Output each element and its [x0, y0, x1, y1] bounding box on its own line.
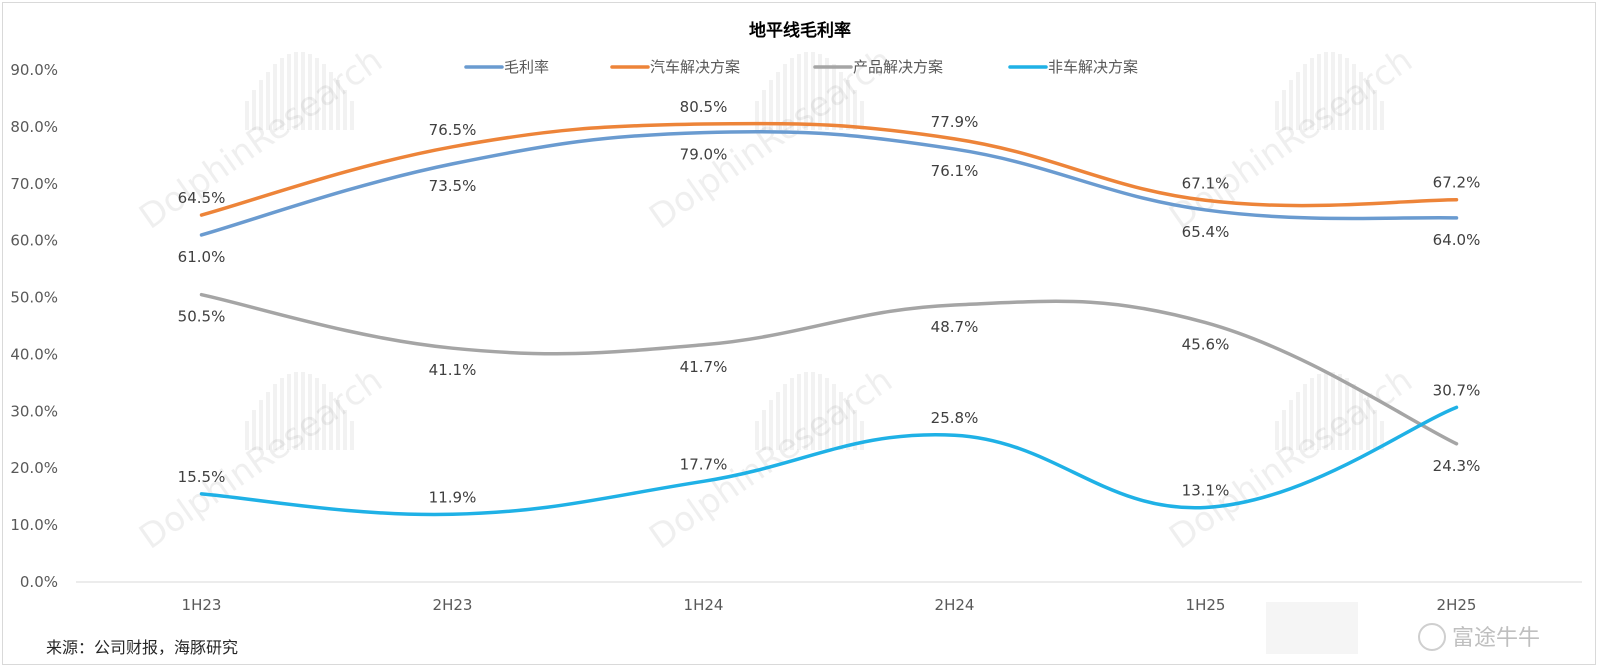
logo-text: 富途牛牛	[1452, 626, 1540, 651]
watermark-text: DolphinResearch	[132, 360, 390, 557]
data-labels: 61.0% 73.5% 79.0% 76.1% 65.4% 64.0% 64.5% 76.5%…	[178, 98, 1481, 506]
watermark: DolphinResearch	[132, 40, 390, 237]
watermark-text: DolphinResearch	[132, 40, 390, 237]
data-label: 76.1%	[931, 162, 979, 180]
legend-item: 产品解决方案	[813, 58, 943, 76]
data-label: 50.5%	[178, 308, 226, 326]
series-layer	[199, 121, 1459, 517]
legend-label: 产品解决方案	[853, 58, 943, 76]
series-line	[199, 405, 1459, 517]
legend: 毛利率 汽车解决方案 产品解决方案 非车解决方案	[464, 58, 1138, 76]
data-label: 48.7%	[931, 318, 979, 336]
x-tick-label: 1H24	[684, 596, 724, 614]
data-label: 65.4%	[1182, 223, 1230, 241]
x-tick-label: 1H25	[1186, 596, 1226, 614]
data-label: 64.5%	[178, 189, 226, 207]
data-label: 73.5%	[429, 177, 477, 195]
data-label: 25.8%	[931, 409, 979, 427]
x-tick-label: 2H25	[1437, 596, 1477, 614]
y-tick-label: 70.0%	[10, 175, 58, 193]
data-label: 17.7%	[680, 455, 728, 473]
x-tick-label: 2H23	[433, 596, 473, 614]
y-tick-label: 40.0%	[10, 345, 58, 363]
y-tick-label: 20.0%	[10, 459, 58, 477]
series-line	[199, 129, 1459, 237]
data-label: 13.1%	[1182, 481, 1230, 499]
watermark: DolphinResearch	[132, 360, 390, 557]
chart-title: 地平线毛利率	[749, 21, 851, 41]
data-label: 77.9%	[931, 113, 979, 131]
data-label: 30.7%	[1433, 381, 1481, 399]
legend-item: 汽车解决方案	[610, 58, 740, 76]
y-tick-label: 90.0%	[10, 61, 58, 79]
data-label: 11.9%	[429, 488, 477, 506]
logo-icon	[1418, 623, 1446, 651]
data-label: 64.0%	[1433, 231, 1481, 249]
data-label: 45.6%	[1182, 336, 1230, 354]
data-label: 41.1%	[429, 361, 477, 379]
watermark-text: DolphinResearch	[1162, 360, 1420, 557]
legend-label: 汽车解决方案	[650, 58, 740, 76]
y-axis: 0.0% 10.0% 20.0% 30.0% 40.0% 50.0% 60.0% 70.0% 8…	[10, 61, 58, 591]
data-label: 67.2%	[1433, 174, 1481, 192]
y-tick-label: 10.0%	[10, 516, 58, 534]
x-axis: 1H23 2H23 1H24 2H24 1H25 2H25	[182, 596, 1477, 614]
y-tick-label: 60.0%	[10, 232, 58, 250]
legend-label: 毛利率	[504, 58, 549, 76]
futu-logo: 富途牛牛	[1266, 602, 1540, 654]
y-tick-label: 80.0%	[10, 118, 58, 136]
y-tick-label: 0.0%	[20, 573, 58, 591]
y-tick-label: 30.0%	[10, 402, 58, 420]
series-line	[199, 292, 1459, 446]
data-label: 41.7%	[680, 358, 728, 376]
legend-item: 非车解决方案	[1008, 58, 1138, 76]
legend-item: 毛利率	[464, 58, 549, 76]
x-tick-label: 2H24	[935, 596, 975, 614]
legend-label: 非车解决方案	[1048, 58, 1138, 76]
y-tick-label: 50.0%	[10, 289, 58, 307]
data-label: 24.3%	[1433, 457, 1481, 475]
watermark: DolphinResearch	[1162, 360, 1420, 557]
x-tick-label: 1H23	[182, 596, 222, 614]
watermark-layer: DolphinResearch DolphinResearch DolphinRes…	[132, 40, 1420, 557]
data-label: 61.0%	[178, 248, 226, 266]
data-label: 76.5%	[429, 121, 477, 139]
series-line	[199, 121, 1459, 217]
data-label: 15.5%	[178, 468, 226, 486]
data-label: 79.0%	[680, 146, 728, 164]
source-note: 来源：公司财报，海豚研究	[46, 638, 239, 657]
data-label: 80.5%	[680, 98, 728, 116]
data-label: 67.1%	[1182, 174, 1230, 192]
